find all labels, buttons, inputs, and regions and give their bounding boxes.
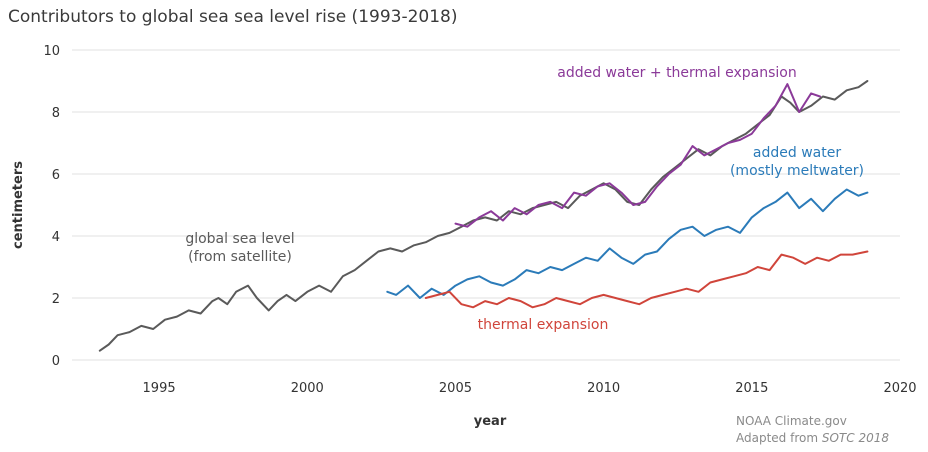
series-label-0: global sea level (185, 231, 294, 247)
credit-source: NOAA Climate.gov (736, 414, 847, 428)
credit-adapted-prefix: Adapted from (736, 431, 822, 445)
x-tick-label: 1995 (143, 381, 176, 396)
series-line-2 (386, 188, 869, 299)
y-axis-ticks: 0 2 4 6 8 10 (43, 44, 60, 369)
series-labels: global sea level (from satellite) added wa… (185, 65, 864, 333)
series-label-2: added water (753, 145, 841, 161)
credit-adapted: Adapted from SOTC 2018 (736, 431, 889, 445)
y-tick-label: 8 (52, 106, 60, 121)
x-tick-label: 2010 (587, 381, 620, 396)
series-line-1 (454, 83, 821, 228)
y-axis-label: centimeters (11, 161, 26, 249)
gridlines (72, 49, 900, 361)
y-tick-label: 4 (52, 230, 60, 245)
x-axis-label: year (474, 414, 507, 429)
chart-title: Contributors to global sea sea level ris… (8, 7, 458, 27)
series-label-2: (mostly meltwater) (730, 163, 864, 179)
y-tick-label: 6 (52, 168, 60, 183)
y-tick-label: 2 (52, 292, 60, 307)
series-label-3: thermal expansion (478, 317, 609, 333)
x-axis-ticks: 1995 2000 2005 2010 2015 2020 (143, 381, 917, 396)
series-line-3 (424, 250, 869, 309)
credit-adapted-source: SOTC 2018 (822, 431, 889, 445)
series-lines (98, 80, 869, 352)
series-line-0 (98, 80, 869, 352)
y-tick-label: 0 (52, 354, 60, 369)
series-label-1: added water + thermal expansion (557, 65, 796, 81)
x-tick-label: 2005 (439, 381, 472, 396)
x-tick-label: 2015 (735, 381, 768, 396)
x-tick-label: 2000 (291, 381, 324, 396)
x-tick-label: 2020 (883, 381, 916, 396)
series-label-0: (from satellite) (188, 249, 292, 265)
y-tick-label: 10 (43, 44, 60, 59)
